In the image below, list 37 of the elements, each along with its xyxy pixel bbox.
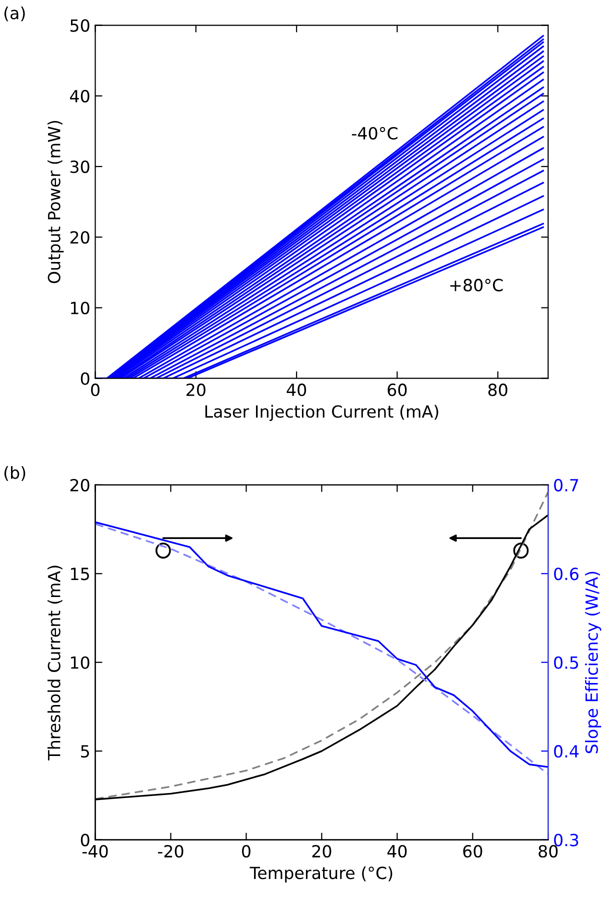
x-tick-label: 80 (488, 384, 508, 396)
x-tick-label: -20 (158, 844, 184, 858)
y2-tick-label: 0.5 (554, 656, 578, 669)
annotation: -40°C (352, 126, 398, 140)
y-tick-label: 50 (70, 19, 90, 32)
y-tick-label: 30 (70, 160, 90, 174)
y2-tick-label: 0.4 (554, 745, 579, 758)
x-tick-label: 40 (387, 844, 407, 858)
y-tick-label: 40 (70, 90, 90, 102)
y-tick-label: 0 (80, 834, 90, 846)
x-tick-label: -40 (82, 844, 108, 858)
x-tick-label: 20 (186, 384, 206, 396)
x-tick-label: 80 (538, 844, 558, 858)
y-tick-label: 15 (71, 568, 89, 580)
x-axis-title: Temperature (°C) (250, 866, 392, 882)
chart-title: (a) (4, 6, 25, 22)
x-tick-label: 60 (388, 384, 407, 396)
x-tick-label: 20 (312, 844, 332, 858)
y-tick-label: 0 (80, 372, 90, 385)
y-axis-title: Output Power (mW) (48, 120, 64, 284)
y2-tick-label: 0.6 (554, 568, 578, 580)
x-tick-label: 60 (463, 844, 482, 858)
x-axis-title: Laser Injection Current (mA) (205, 404, 438, 422)
y-tick-label: 10 (71, 656, 90, 669)
y-tick-label: 5 (81, 745, 89, 758)
y2-axis-title: Slope Efficiency (W/A) (585, 572, 602, 754)
y-tick-label: 20 (70, 231, 90, 244)
y2-tick-label: 0.3 (554, 834, 578, 846)
x-tick-label: 40 (286, 384, 306, 396)
y-tick-label: 10 (71, 302, 90, 314)
chart-title: (b) (4, 466, 26, 481)
x-tick-label: 0 (242, 844, 250, 858)
y-axis-title: Threshold Current (mA) (48, 566, 62, 760)
annotation: +80°C (450, 278, 503, 292)
y-tick-label: 20 (70, 478, 90, 492)
y2-tick-label: 0.7 (554, 478, 578, 492)
x-tick-label: 0 (91, 384, 100, 396)
